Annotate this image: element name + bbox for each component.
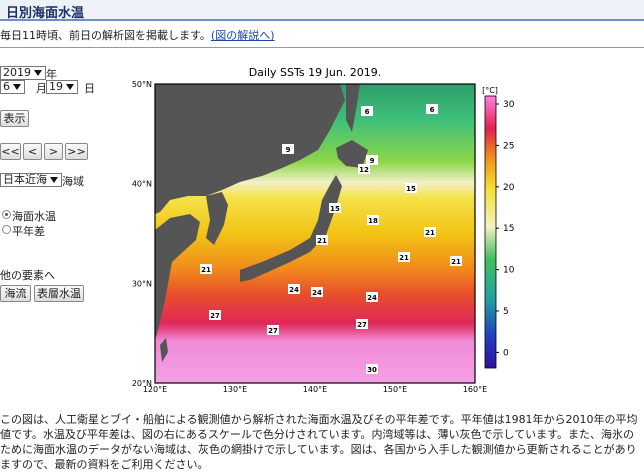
colorbar-label: 20 — [503, 183, 515, 193]
radio-label: 海面水温 — [12, 210, 56, 223]
contour-label: 30 — [367, 366, 377, 374]
explain-link[interactable]: (図の解説へ) — [210, 29, 275, 42]
colorbar-unit: [°C] — [482, 86, 498, 95]
contour-label: 15 — [330, 205, 340, 213]
lat-label: 40°N — [132, 180, 152, 189]
colorbar-label: 25 — [503, 141, 514, 151]
divider — [0, 47, 644, 48]
radio-label: 平年差 — [12, 225, 45, 238]
month-unit: 月 — [36, 82, 47, 95]
contour-label-bg — [366, 155, 378, 165]
contour-label-bg — [366, 292, 378, 302]
year-select[interactable]: 2019 — [0, 66, 46, 80]
month-select[interactable]: 6 — [0, 80, 25, 94]
contour-label: 6 — [365, 108, 370, 116]
contour-label: 21 — [399, 254, 409, 262]
contour-label-bg — [358, 164, 370, 174]
colorbar-label: 15 — [503, 224, 514, 234]
contour-label: 21 — [201, 266, 211, 274]
sst-map: Daily SSTs 19 Jun. 2019. [°C] 50°N 40°N 30… — [132, 66, 515, 394]
contour-label: 24 — [312, 289, 322, 297]
radio[interactable] — [2, 210, 11, 219]
contour-label-bg — [329, 203, 341, 213]
show-button[interactable]: 表示 — [0, 110, 29, 127]
contour-label-bg — [450, 256, 462, 266]
land — [155, 214, 200, 340]
contour-label-bg — [356, 319, 368, 329]
footer-text: この図は、人工衛星とブイ・船舶による観測値から解析された海面水温及びその平年差で… — [0, 413, 638, 471]
contour-label: 15 — [406, 185, 416, 193]
subsurface-button[interactable]: 表層水温 — [34, 285, 84, 302]
contour-label-bg — [311, 287, 323, 297]
area-select[interactable]: 日本近海 — [0, 173, 62, 187]
contour-label: 21 — [451, 258, 461, 266]
lon-label: 120°E — [143, 385, 167, 394]
contour-label-bg — [200, 264, 212, 274]
map-frame — [154, 83, 476, 384]
contour-label: 9 — [370, 157, 375, 165]
contour-label: 27 — [210, 312, 220, 320]
description: 毎日11時頃、前日の解析図を掲載します。(図の解説へ) — [0, 27, 275, 43]
nav-button[interactable]: >> — [65, 143, 88, 160]
korea — [206, 192, 228, 245]
day-select[interactable]: 19 — [46, 80, 78, 94]
contour-label-bg — [267, 325, 279, 335]
contour-label-bg — [398, 252, 410, 262]
contour-label-bg — [366, 364, 378, 374]
hokkaido — [336, 140, 368, 168]
taiwan — [160, 338, 168, 362]
contour-label: 27 — [357, 321, 367, 329]
land — [155, 84, 345, 214]
nav-button[interactable]: > — [44, 143, 63, 160]
nav-button[interactable]: < — [23, 143, 42, 160]
lon-label: 150°E — [383, 385, 407, 394]
contour-label: 24 — [289, 286, 299, 294]
contour-label-bg — [424, 227, 436, 237]
header: 日別海面水温 — [0, 0, 644, 21]
sakhalin — [346, 84, 360, 132]
lon-label: 140°E — [303, 385, 327, 394]
description-text: 毎日11時頃、前日の解析図を掲載します。 — [0, 29, 211, 42]
contour-label-bg — [209, 310, 221, 320]
contour-label: 21 — [425, 229, 435, 237]
colorbar-label: 30 — [503, 100, 515, 110]
lat-label: 20°N — [132, 379, 152, 388]
colorbar-label: 5 — [503, 307, 509, 317]
lat-label: 50°N — [132, 80, 152, 89]
colorbar — [484, 95, 497, 369]
current-button[interactable]: 海流 — [0, 285, 31, 302]
year-unit: 年 — [46, 68, 57, 81]
lon-label: 130°E — [223, 385, 247, 394]
page-title: 日別海面水温 — [6, 6, 85, 21]
colorbar-label: 0 — [503, 348, 509, 358]
contour-label: 12 — [359, 166, 369, 174]
contour-label-bg — [288, 284, 300, 294]
contour-label: 6 — [430, 106, 435, 114]
area-unit: 海域 — [62, 175, 84, 188]
lon-label: 160°E — [463, 385, 487, 394]
map-title: Daily SSTs 19 Jun. 2019. — [249, 66, 382, 79]
colorbar-label: 10 — [503, 266, 515, 276]
contour-label-bg — [316, 235, 328, 245]
contour-label-bg — [405, 183, 417, 193]
day-unit: 日 — [84, 82, 95, 95]
contour-label: 24 — [367, 294, 377, 302]
other-label: 他の要素へ — [0, 269, 55, 282]
contour-label-bg — [282, 144, 294, 154]
contour-label: 27 — [268, 327, 278, 335]
japan — [240, 175, 342, 282]
contour-label: 18 — [368, 217, 378, 225]
contour-label: 21 — [317, 237, 327, 245]
contour-label-bg — [361, 106, 373, 116]
contour-label: 9 — [286, 146, 291, 154]
radio[interactable] — [2, 225, 11, 234]
contour-label-bg — [367, 215, 379, 225]
contour-label-bg — [426, 104, 438, 114]
nav-button[interactable]: << — [0, 143, 21, 160]
lat-label: 30°N — [132, 279, 152, 288]
